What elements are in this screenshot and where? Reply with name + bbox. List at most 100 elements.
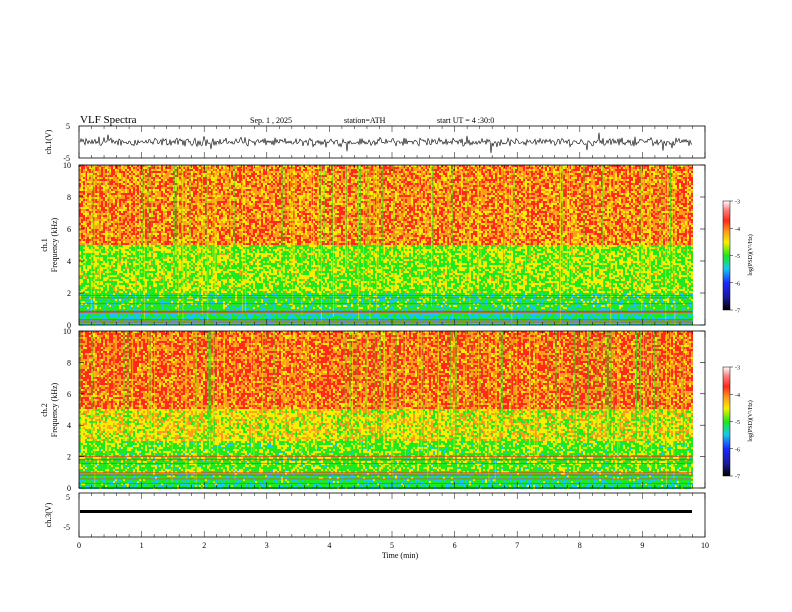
spectrogram-cell bbox=[309, 185, 311, 187]
spectrogram-cell bbox=[521, 193, 523, 195]
spectrogram-cell bbox=[575, 195, 577, 197]
spectrogram-cell bbox=[479, 177, 481, 179]
spectrogram-cell bbox=[167, 195, 169, 197]
spectrogram-cell bbox=[103, 177, 105, 179]
spectrogram-cell bbox=[91, 189, 93, 191]
spectrogram-cell bbox=[675, 171, 677, 173]
spectrogram-cell bbox=[171, 171, 173, 173]
spectrogram-cell bbox=[531, 183, 533, 185]
spectrogram-cell bbox=[597, 181, 599, 183]
spectrogram-cell bbox=[287, 171, 289, 173]
spectrogram-cell bbox=[287, 165, 289, 167]
spectrogram-cell bbox=[255, 175, 257, 177]
spectrogram-cell bbox=[371, 189, 373, 191]
spectrogram-cell bbox=[371, 193, 373, 195]
spectrogram-cell bbox=[397, 185, 399, 187]
spectrogram-cell bbox=[87, 179, 89, 181]
spectrogram-cell bbox=[371, 171, 373, 173]
spectrogram-cell bbox=[403, 175, 405, 177]
spectrogram-cell bbox=[427, 167, 429, 169]
spectrogram-cell bbox=[285, 165, 287, 167]
spectrogram-cell bbox=[161, 177, 163, 179]
spectrogram-cell bbox=[233, 195, 235, 197]
spectrogram-cell bbox=[465, 177, 467, 179]
spectrogram-cell bbox=[459, 183, 461, 185]
spectrogram-cell bbox=[257, 173, 259, 175]
spectrogram-cell bbox=[355, 191, 357, 193]
spectrogram-cell bbox=[255, 183, 257, 185]
spectrogram-cell bbox=[669, 173, 671, 175]
spectrogram-cell bbox=[111, 193, 113, 195]
spectrogram-cell bbox=[639, 175, 641, 177]
spectrogram-cell bbox=[617, 177, 619, 179]
spectrogram-cell bbox=[213, 165, 215, 167]
spectrogram-cell bbox=[155, 175, 157, 177]
spectrogram-cell bbox=[83, 177, 85, 179]
spectrogram-cell bbox=[125, 171, 127, 173]
spectrogram-cell bbox=[227, 169, 229, 171]
spectrogram-cell bbox=[93, 167, 95, 169]
spectrogram-cell bbox=[91, 197, 93, 199]
spectrogram-cell bbox=[221, 197, 223, 199]
spectrogram-cell bbox=[233, 169, 235, 171]
spectrogram-cell bbox=[383, 191, 385, 193]
spectrogram-cell bbox=[533, 193, 535, 195]
spectrogram-cell bbox=[415, 183, 417, 185]
spectrogram-cell bbox=[113, 179, 115, 181]
spectrogram-cell bbox=[397, 171, 399, 173]
spectrogram-cell bbox=[179, 197, 181, 199]
spectrogram-cell bbox=[481, 187, 483, 189]
spectrogram-cell bbox=[309, 169, 311, 171]
spectrogram-cell bbox=[271, 187, 273, 189]
spectrogram-cell bbox=[199, 179, 201, 181]
spectrogram-cell bbox=[589, 171, 591, 173]
spectrogram-cell bbox=[623, 179, 625, 181]
spectrogram-cell bbox=[279, 189, 281, 191]
spectrogram-cell bbox=[421, 169, 423, 171]
spectrogram-cell bbox=[551, 165, 553, 167]
spectrogram-cell bbox=[383, 169, 385, 171]
spectrogram-cell bbox=[607, 173, 609, 175]
spectrogram-cell bbox=[183, 187, 185, 189]
spectrogram-cell bbox=[231, 193, 233, 195]
spectrogram-cell bbox=[169, 171, 171, 173]
spectrogram-cell bbox=[277, 173, 279, 175]
spectrogram-cell bbox=[407, 187, 409, 189]
spectrogram-cell bbox=[221, 183, 223, 185]
spectrogram-cell bbox=[125, 191, 127, 193]
spectrogram-cell bbox=[605, 167, 607, 169]
spectrogram-cell bbox=[483, 177, 485, 179]
spectrogram-cell bbox=[303, 165, 305, 167]
spectrogram-cell bbox=[111, 183, 113, 185]
spectrogram-cell bbox=[563, 167, 565, 169]
spectrogram-cell bbox=[363, 175, 365, 177]
spectrogram-cell bbox=[635, 179, 637, 181]
spectrogram-cell bbox=[269, 185, 271, 187]
spectrogram-cell bbox=[203, 179, 205, 181]
spectrogram-cell bbox=[585, 175, 587, 177]
spectrogram-cell bbox=[483, 181, 485, 183]
spectrogram-cell bbox=[289, 191, 291, 193]
spectrogram-cell bbox=[361, 193, 363, 195]
ch1-ytick-top: 5 bbox=[66, 122, 70, 131]
spectrogram-cell bbox=[433, 195, 435, 197]
spectrogram-cell bbox=[307, 183, 309, 185]
spectrogram-cell bbox=[683, 167, 685, 169]
spectrogram-cell bbox=[621, 175, 623, 177]
spectrogram-cell bbox=[673, 181, 675, 183]
spectrogram-cell bbox=[439, 191, 441, 193]
spectrogram-cell bbox=[307, 185, 309, 187]
spectrogram-cell bbox=[397, 189, 399, 191]
spectrogram-cell bbox=[489, 179, 491, 181]
spectrogram-cell bbox=[643, 169, 645, 171]
spectrogram-cell bbox=[95, 167, 97, 169]
spectrogram-cell bbox=[489, 167, 491, 169]
spectrogram-cell bbox=[601, 185, 603, 187]
spectrogram-cell bbox=[279, 193, 281, 195]
spectrogram-cell bbox=[533, 175, 535, 177]
spectrogram-cell bbox=[191, 175, 193, 177]
spectrogram-cell bbox=[639, 189, 641, 191]
spectrogram-cell bbox=[679, 173, 681, 175]
spectrogram-cell bbox=[479, 171, 481, 173]
spectrogram-cell bbox=[443, 169, 445, 171]
